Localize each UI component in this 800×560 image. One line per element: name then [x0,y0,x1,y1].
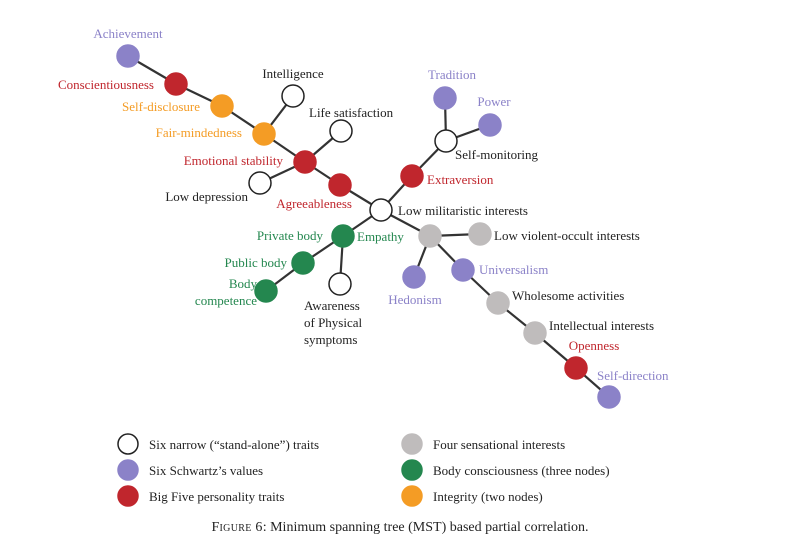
node-self-monitoring [434,129,458,153]
label-self-disclosure: Self-disclosure [122,99,200,114]
legend-label-orange: Integrity (two nodes) [433,489,543,504]
node-labels: Achievement Conscientiousness Self-disclos… [58,26,669,383]
node-emotional-stability [293,150,317,174]
label-hedonism: Hedonism [388,292,441,307]
node-low-violent [468,222,492,246]
node-body-competence [254,279,278,303]
node-low-militaristic [369,198,393,222]
caption-text: : Minimum spanning tree (MST) based part… [262,520,589,535]
label-extraversion: Extraversion [427,172,494,187]
label-emotional-stability: Emotional stability [184,153,284,168]
node-public-body [291,251,315,275]
label-openness: Openness [569,338,620,353]
label-low-depression: Low depression [165,189,248,204]
label-body-competence: Body competence [195,276,258,308]
legend: Six narrow (“stand-alone”) traits Six Sch… [117,433,610,507]
legend-label-red: Big Five personality traits [149,489,284,504]
node-hedonism [402,265,426,289]
label-low-violent: Low violent-occult interests [494,228,640,243]
label-achievement: Achievement [93,26,163,41]
node-self-direction [597,385,621,409]
label-wholesome: Wholesome activities [512,288,624,303]
node-openness [564,356,588,380]
label-private-body: Private body [257,228,324,243]
node-fair-mindedness [252,122,276,146]
label-self-direction: Self-direction [597,368,669,383]
figure-caption: Figure 6: Minimum spanning tree (MST) ba… [0,520,800,536]
node-universalism [451,258,475,282]
node-achievement [116,44,140,68]
legend-swatch-white [117,433,139,455]
label-low-militaristic: Low militaristic interests [398,203,528,218]
node-low-depression [248,171,272,195]
node-gray-hub [418,224,442,248]
legend-swatch-red [117,485,139,507]
label-empathy: Empathy [357,229,404,244]
node-life-satisfaction [329,119,353,143]
node-power [478,113,502,137]
tree-nodes [116,44,621,409]
label-power: Power [477,94,511,109]
label-universalism: Universalism [479,262,548,277]
label-self-monitoring: Self-monitoring [455,147,539,162]
legend-swatch-gray [401,433,423,455]
label-public-body: Public body [225,255,288,270]
node-conscientiousness [164,72,188,96]
node-intelligence [281,84,305,108]
figure-number: Figure 6 [211,520,263,535]
node-wholesome [486,291,510,315]
legend-label-purple: Six Schwartz’s values [149,463,263,478]
node-intellectual [523,321,547,345]
legend-label-green: Body consciousness (three nodes) [433,463,610,478]
label-awareness: Awareness of Physical symptoms [304,298,363,347]
legend-label-gray: Four sensational interests [433,437,565,452]
label-agreeableness: Agreeableness [276,196,352,211]
label-conscientiousness: Conscientiousness [58,77,154,92]
node-tradition [433,86,457,110]
label-life-satisfaction: Life satisfaction [309,105,394,120]
node-empathy [331,224,355,248]
label-fair-mindedness: Fair-mindedness [156,125,242,140]
node-agreeableness [328,173,352,197]
node-awareness [328,272,352,296]
legend-label-white: Six narrow (“stand-alone”) traits [149,437,319,452]
node-self-disclosure [210,94,234,118]
label-intellectual: Intellectual interests [549,318,654,333]
label-tradition: Tradition [428,67,476,82]
label-intelligence: Intelligence [262,66,324,81]
legend-swatch-green [401,459,423,481]
node-extraversion [400,164,424,188]
legend-swatch-purple [117,459,139,481]
legend-swatch-orange [401,485,423,507]
